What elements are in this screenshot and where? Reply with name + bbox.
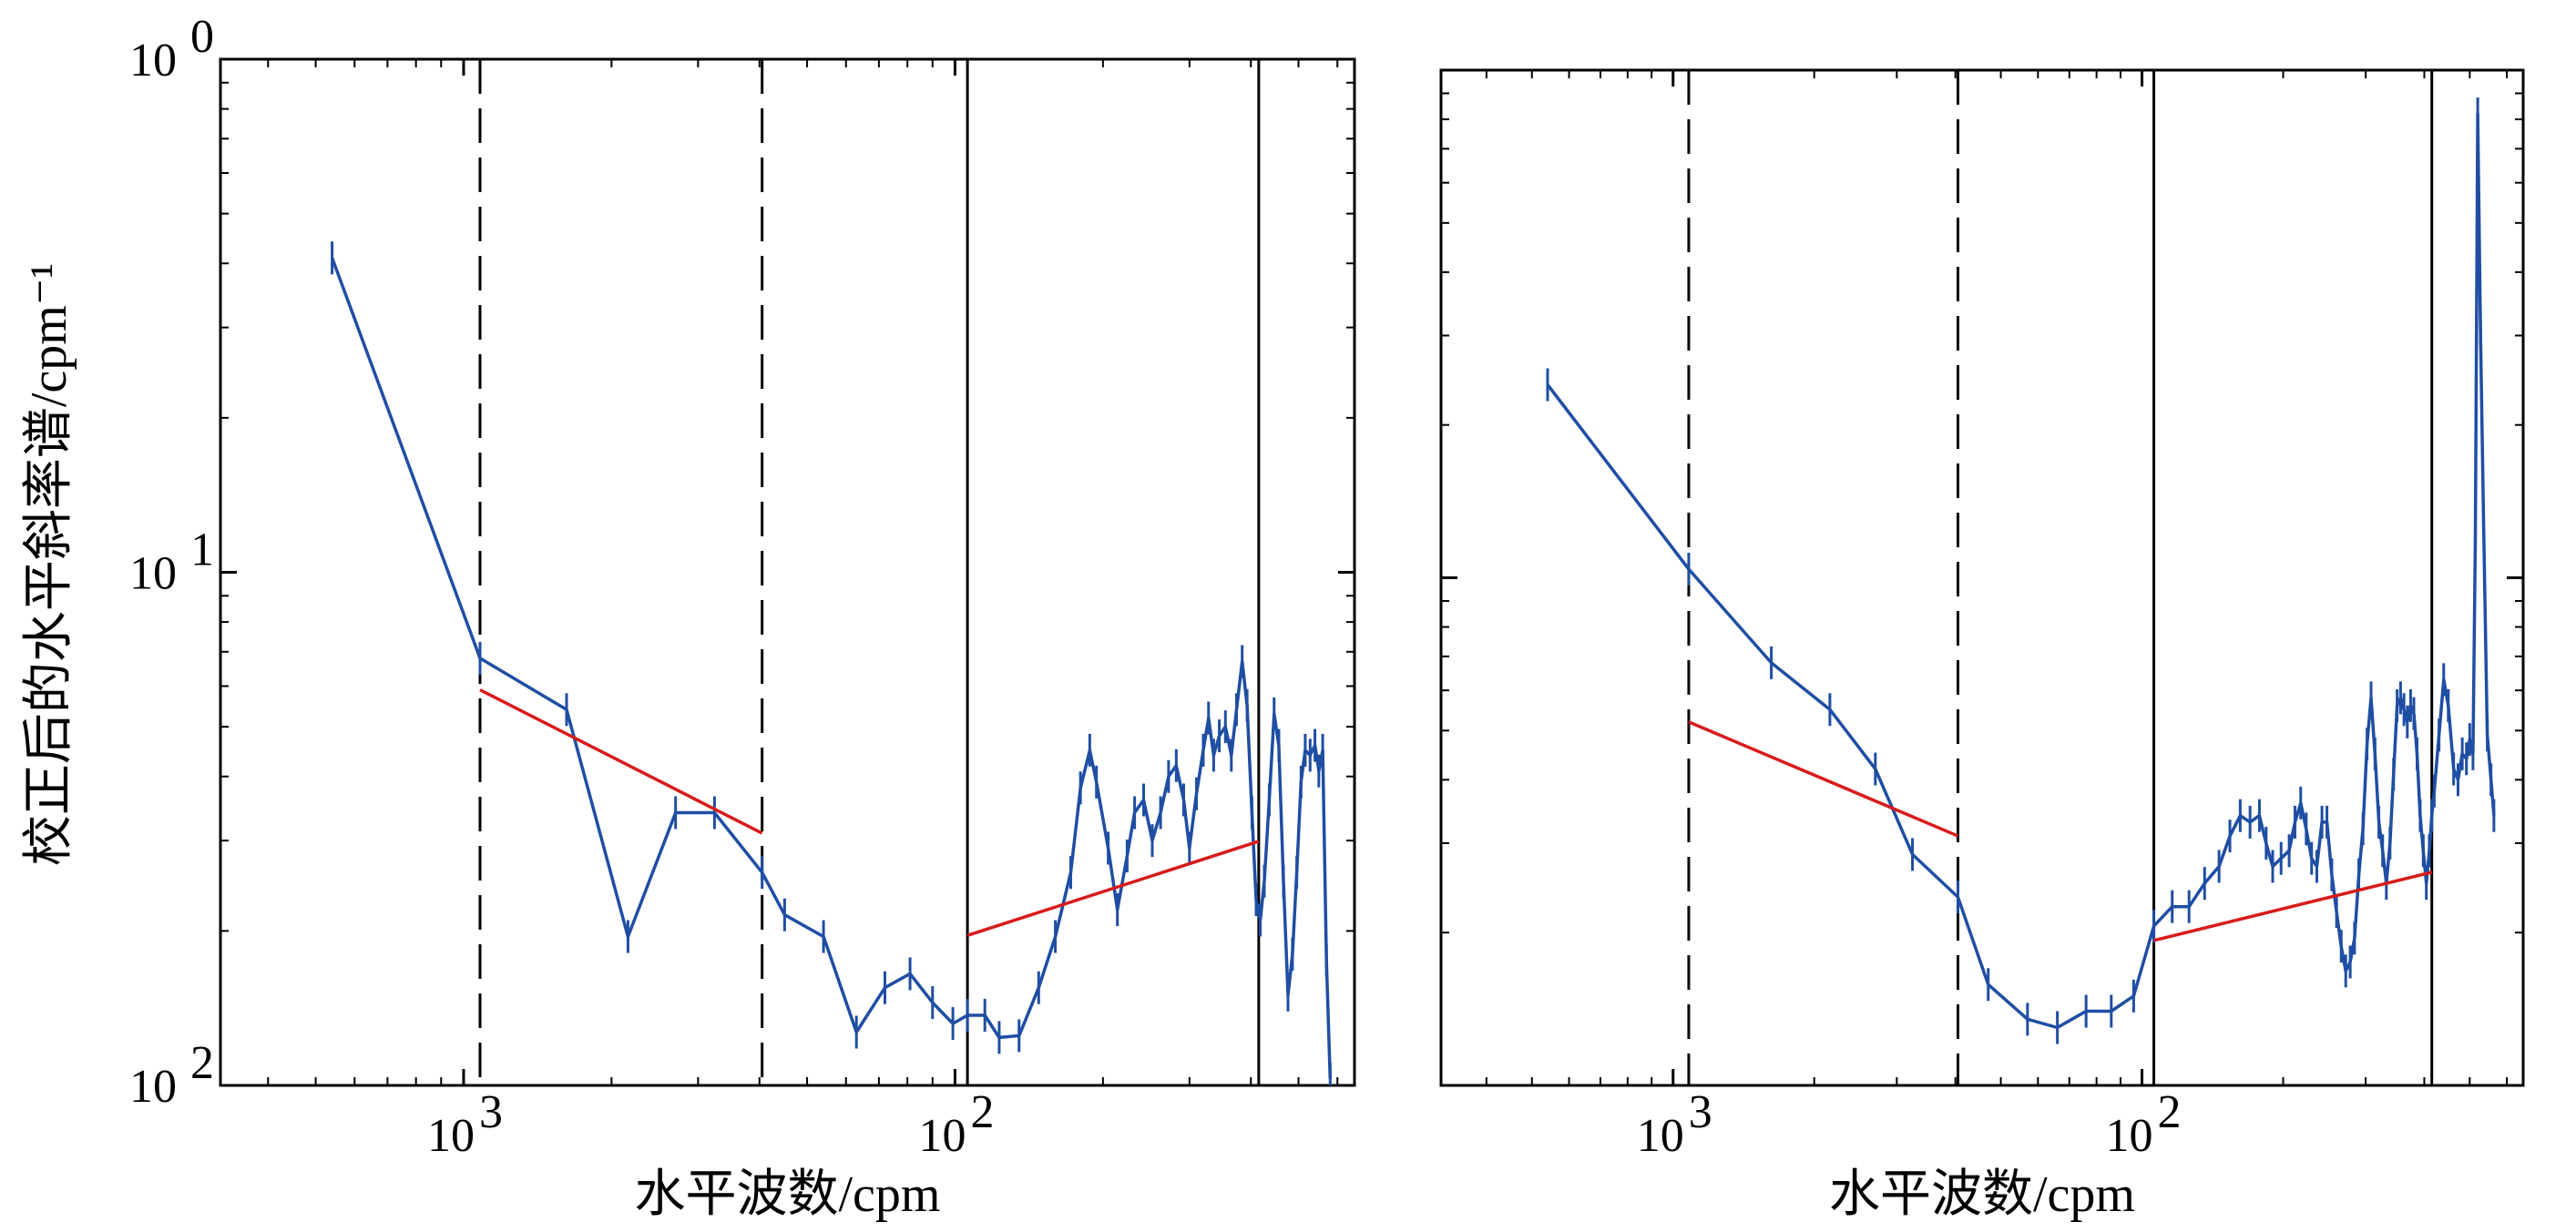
fit-line (2153, 871, 2433, 942)
x-axis-title: 水平波数/cpm (1829, 1166, 2135, 1223)
x-tick-exponent: 3 (1689, 1086, 1712, 1138)
fit-line (479, 688, 763, 835)
x-tick-label: 10 (918, 1110, 966, 1162)
y-tick-exponent: 0 (190, 11, 214, 63)
x-tick-exponent: 2 (2158, 1086, 2182, 1138)
spectrum-line (330, 257, 1333, 1079)
x-axis-title: 水平波数/cpm (635, 1166, 941, 1223)
y-tick-label: 10 (129, 548, 177, 600)
data-layer (1546, 97, 2496, 1044)
y-tick-exponent: 2 (190, 1037, 214, 1089)
x-tick-exponent: 2 (970, 1086, 994, 1138)
x-tick-label: 10 (2106, 1110, 2153, 1162)
plot-frame (1439, 68, 2525, 1087)
x-tick-label: 10 (1637, 1110, 1684, 1162)
y-tick-label: 10 (129, 35, 177, 87)
y-tick-exponent: 1 (190, 524, 214, 576)
fit-line (1688, 720, 1959, 838)
y-tick-label: 10 (129, 1061, 177, 1113)
plot-frame (219, 57, 1356, 1087)
data-layer (330, 241, 1333, 1085)
y-axis-title: 校正后的水平斜率谱/cpm⁻¹ (21, 263, 77, 866)
fit-line (966, 840, 1260, 937)
x-tick-label: 10 (427, 1110, 475, 1162)
x-tick-exponent: 3 (479, 1086, 503, 1138)
